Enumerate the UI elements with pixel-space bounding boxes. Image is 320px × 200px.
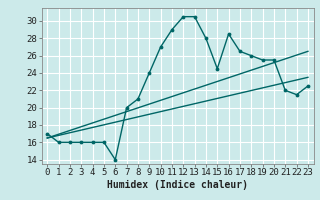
X-axis label: Humidex (Indice chaleur): Humidex (Indice chaleur)	[107, 180, 248, 190]
